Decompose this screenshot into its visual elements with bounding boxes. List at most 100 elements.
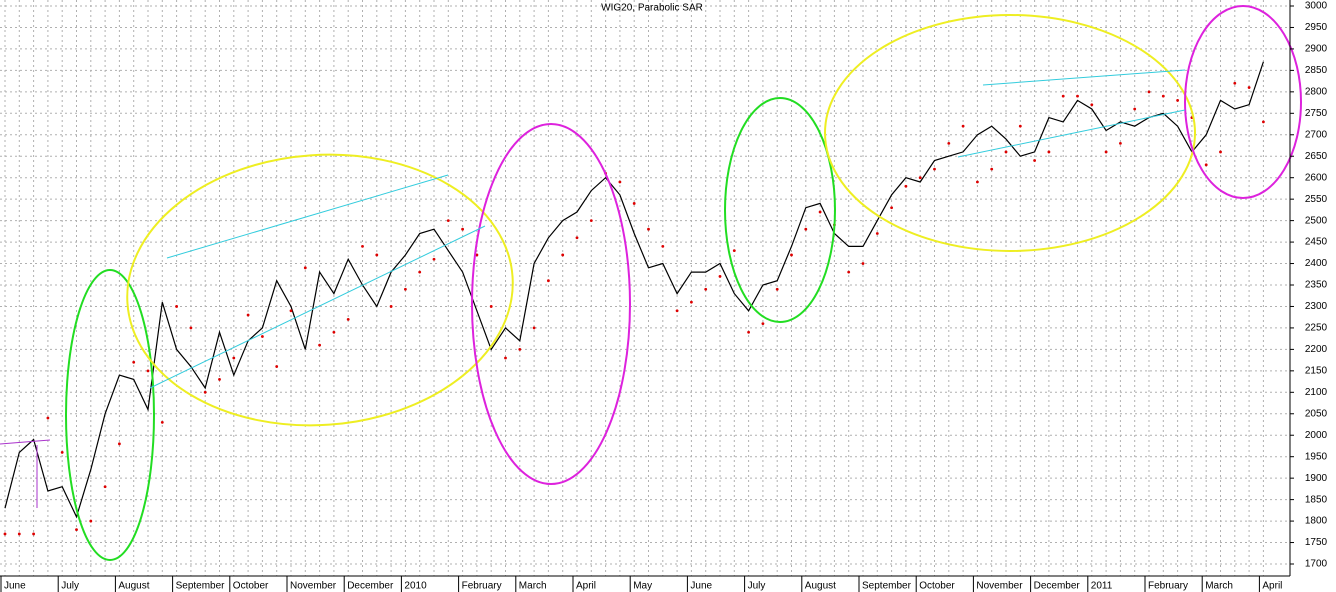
sar-dot [232, 356, 236, 360]
sar-dot [17, 532, 21, 536]
plot [3, 61, 1265, 536]
sar-dot [1004, 150, 1008, 154]
ellipse [1184, 5, 1302, 199]
x-tick-label: August [805, 581, 836, 592]
sar-dot [132, 360, 136, 364]
x-tick-label: May [633, 581, 652, 592]
y-tick-label: 2350 [1305, 280, 1328, 291]
y-tick-label: 1950 [1305, 451, 1328, 462]
sar-dot [690, 300, 693, 304]
y-tick-label: 2850 [1305, 65, 1328, 76]
sar-dot [1219, 150, 1222, 154]
sar-dot [203, 390, 207, 394]
sar-dot [89, 519, 93, 523]
y-tick-label: 3000 [1305, 1, 1328, 12]
sar-dot [475, 253, 479, 257]
y-tick-label: 2000 [1305, 430, 1328, 441]
sar-dot [947, 141, 951, 145]
y-tick-label: 2900 [1305, 44, 1328, 55]
y-tick-label: 2100 [1305, 387, 1328, 398]
sar-dot [318, 343, 321, 347]
trend-line [166, 174, 449, 259]
sar-dot [160, 420, 164, 424]
sar-dot [60, 451, 64, 454]
x-tick-label: April [1262, 581, 1282, 592]
sar-dot [1176, 99, 1179, 102]
y-tick-label: 2650 [1305, 151, 1328, 162]
sar-dot [732, 249, 736, 253]
sar-dot [761, 322, 765, 326]
ellipse [724, 97, 836, 323]
sar-dot [518, 347, 522, 351]
sar-dot [1090, 103, 1094, 107]
sar-dot [218, 378, 221, 381]
y-tick-label: 1900 [1305, 473, 1328, 484]
ellipse [65, 269, 155, 561]
sar-dot [1047, 150, 1051, 154]
sar-dot [647, 227, 650, 231]
y-tick-label: 1700 [1305, 559, 1328, 570]
sar-dot [561, 253, 565, 257]
sar-dot [976, 180, 979, 184]
sar-dot [332, 330, 336, 334]
y-tick-label: 2200 [1305, 344, 1328, 355]
y-tick-label: 2300 [1305, 301, 1328, 312]
sar-dot [804, 227, 808, 231]
sar-dot [861, 262, 865, 265]
sar-dot [261, 335, 264, 338]
sar-dot [418, 270, 422, 274]
sar-dot [504, 356, 507, 360]
sar-dot [790, 253, 793, 257]
x-tick-label: September [176, 581, 226, 592]
ellipse [824, 14, 1196, 252]
sar-dot [1161, 94, 1165, 98]
x-tick-label: 2010 [404, 581, 427, 592]
sar-dot [446, 219, 450, 223]
sar-dot [489, 305, 493, 308]
sar-dot [1204, 163, 1208, 167]
x-tick-label: October [919, 581, 955, 592]
sar-dot [1033, 159, 1036, 162]
x-tick-label: June [690, 581, 712, 592]
sar-dot [933, 167, 936, 171]
x-tick-label: August [118, 581, 149, 592]
chart-title: WIG20, Parabolic SAR [601, 3, 703, 14]
y-tick-label: 2150 [1305, 365, 1328, 376]
sar-dot [275, 365, 279, 368]
sar-dot [1147, 90, 1151, 94]
sar-dot [747, 330, 750, 334]
sar-dot [775, 287, 779, 291]
sar-dot [661, 244, 665, 248]
sar-dot [32, 532, 35, 536]
x-tick-label: July [748, 581, 766, 592]
x-tick-label: September [862, 581, 912, 592]
x-tick-label: October [233, 581, 269, 592]
sar-dot [875, 232, 879, 235]
trend-line [149, 225, 486, 389]
marker-line [0, 439, 51, 445]
sar-dot [303, 266, 307, 270]
x-tick-label: April [576, 581, 596, 592]
sar-dot [818, 210, 822, 214]
sar-dot [589, 219, 593, 223]
y-tick-label: 2700 [1305, 129, 1328, 140]
y-tick-label: 2750 [1305, 108, 1328, 119]
ellipse [126, 153, 514, 427]
trend-line [957, 109, 1186, 158]
sar-dot [904, 184, 908, 188]
sar-dot [675, 309, 679, 313]
sar-dot [361, 244, 364, 248]
sar-dot [1247, 86, 1251, 89]
x-tick-label: 2011 [1091, 581, 1113, 592]
y-tick-label: 2050 [1305, 408, 1328, 419]
sar-dot [432, 257, 436, 261]
sar-dot [146, 369, 150, 373]
sar-dot [118, 442, 121, 446]
sar-dot [1104, 150, 1108, 154]
grid [0, 0, 1290, 576]
y-tick-label: 2400 [1305, 258, 1328, 269]
y-tick-label: 1850 [1305, 494, 1328, 505]
ellipse [471, 123, 631, 485]
sar-dot [1233, 81, 1237, 85]
